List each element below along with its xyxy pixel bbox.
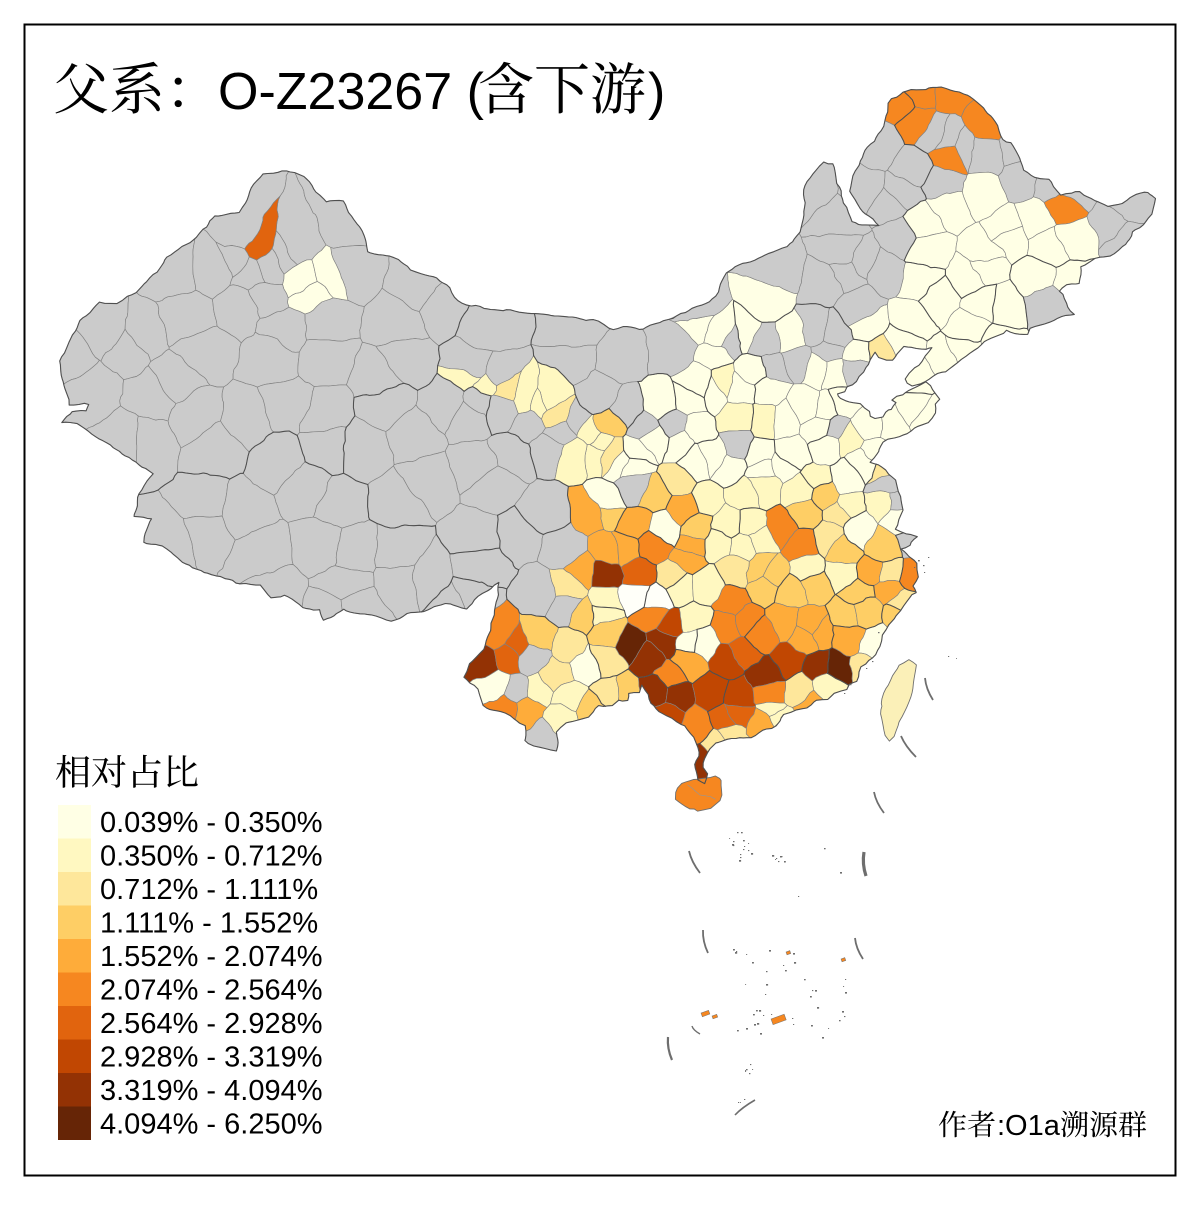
- svg-text:1.111% - 1.552%: 1.111% - 1.552%: [100, 908, 318, 940]
- svg-text:2.564% - 2.928%: 2.564% - 2.928%: [100, 1008, 322, 1040]
- svg-text:): ): [648, 63, 665, 121]
- svg-text::O1a: :O1a: [997, 1110, 1061, 1142]
- svg-text:0.039% - 0.350%: 0.039% - 0.350%: [100, 807, 322, 839]
- svg-text:1.552% - 2.074%: 1.552% - 2.074%: [100, 941, 322, 973]
- svg-text:2.928% - 3.319%: 2.928% - 3.319%: [100, 1042, 322, 1074]
- svg-text:0.350% - 0.712%: 0.350% - 0.712%: [100, 841, 322, 873]
- svg-text:0.712% - 1.111%: 0.712% - 1.111%: [100, 874, 318, 906]
- svg-text:2.074% - 2.564%: 2.074% - 2.564%: [100, 975, 322, 1007]
- svg-text:O-Z23267 (: O-Z23267 (: [218, 63, 485, 121]
- svg-text:4.094% - 6.250%: 4.094% - 6.250%: [100, 1109, 322, 1141]
- svg-text:3.319% - 4.094%: 3.319% - 4.094%: [100, 1075, 322, 1107]
